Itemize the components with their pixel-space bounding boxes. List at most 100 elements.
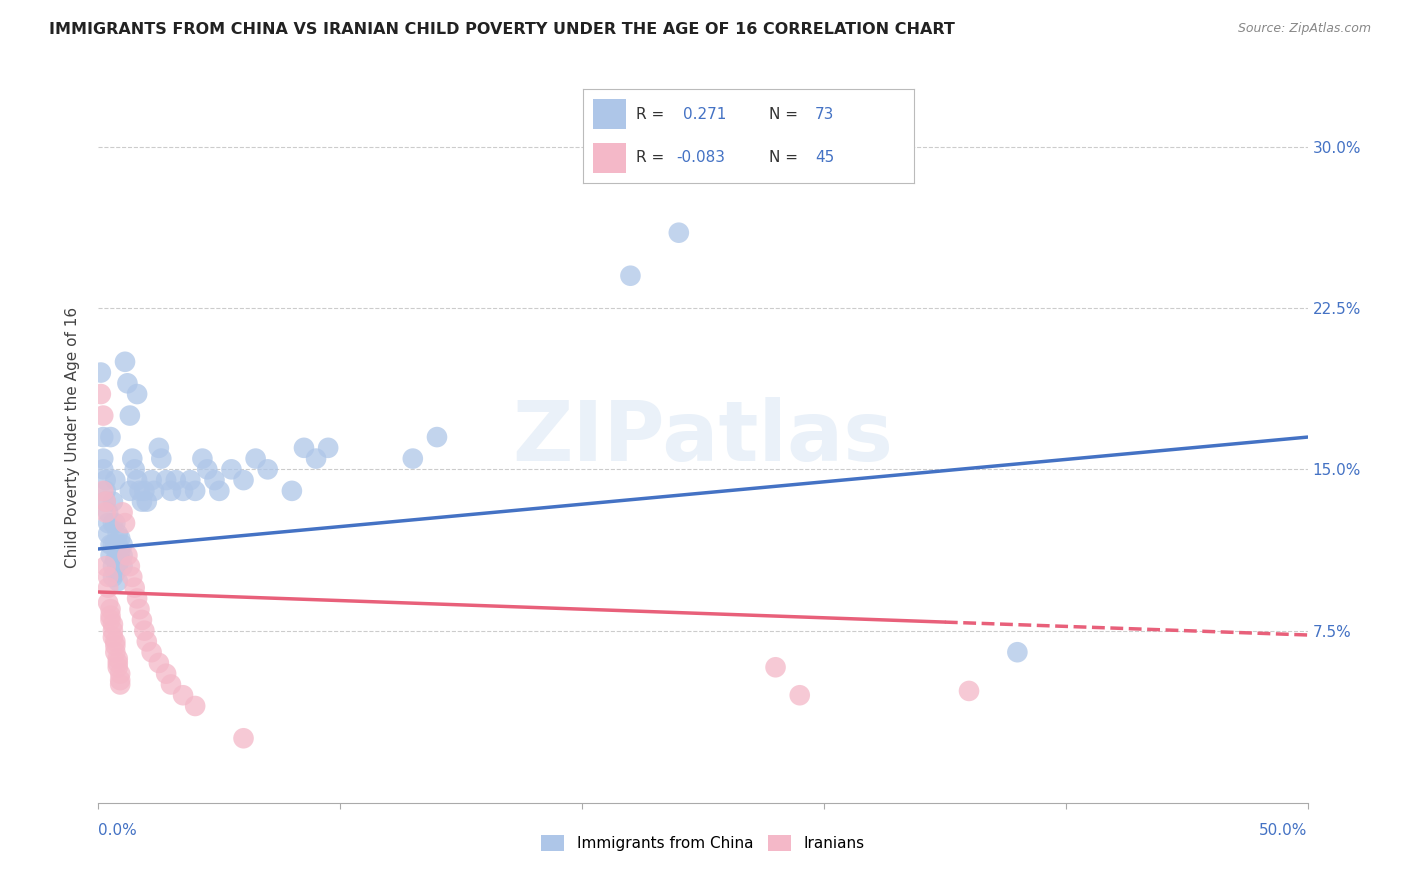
Text: 73: 73 [815,107,834,122]
Point [97,570,120,584]
Point [134,483,156,498]
Point [94,505,117,519]
Point [148,656,170,670]
Point [765,660,787,674]
Point [118,559,141,574]
Point [94,559,117,574]
Point [127,387,149,401]
Point [232,473,254,487]
Point [108,666,131,681]
Point [94,494,117,508]
Point [160,483,183,498]
Point [107,651,129,665]
Text: Source: ZipAtlas.com: Source: ZipAtlas.com [1237,22,1371,36]
Point [221,462,243,476]
Point [94,494,117,508]
Point [104,645,127,659]
Point [184,483,207,498]
Text: N =: N = [769,107,797,122]
Point [104,538,127,552]
Point [127,591,149,606]
Point [108,544,131,558]
Point [155,473,177,487]
Text: -0.083: -0.083 [676,150,725,165]
Point [100,549,122,563]
Point [148,441,170,455]
Point [150,451,173,466]
Point [191,451,214,466]
Point [104,566,127,580]
Point [208,483,231,498]
Point [111,559,134,574]
Point [619,268,641,283]
Point [107,527,129,541]
Point [1007,645,1029,659]
Point [131,613,153,627]
Point [134,624,156,638]
Point [107,549,129,563]
Point [91,462,114,476]
Text: 50.0%: 50.0% [1260,823,1308,838]
Point [100,613,122,627]
Point [104,516,127,530]
Point [94,483,117,498]
Point [141,645,163,659]
Point [135,634,157,648]
Point [101,516,124,530]
Text: 0.271: 0.271 [683,107,725,122]
Point [101,570,124,584]
Point [141,473,163,487]
Point [101,630,124,644]
Point [256,462,278,476]
Point [100,430,122,444]
Text: R =: R = [637,150,665,165]
Point [281,483,304,498]
Text: IMMIGRANTS FROM CHINA VS IRANIAN CHILD POVERTY UNDER THE AGE OF 16 CORRELATION C: IMMIGRANTS FROM CHINA VS IRANIAN CHILD P… [49,22,955,37]
Point [97,596,120,610]
Point [117,376,139,391]
Point [131,494,153,508]
Point [111,538,134,552]
Point [104,552,127,566]
Point [128,483,150,498]
Y-axis label: Child Poverty Under the Age of 16: Child Poverty Under the Age of 16 [65,307,80,567]
Point [143,483,166,498]
Point [305,451,328,466]
Point [101,624,124,638]
Point [107,538,129,552]
Point [97,581,120,595]
Point [104,634,127,648]
Point [107,660,129,674]
Point [91,483,114,498]
Point [195,462,218,476]
Point [101,617,124,632]
Point [91,451,114,466]
Point [108,552,131,566]
Point [101,494,124,508]
Text: N =: N = [769,150,797,165]
Point [108,531,131,545]
Text: 45: 45 [815,150,834,165]
Point [128,602,150,616]
Point [108,677,131,691]
Point [100,602,122,616]
Point [94,473,117,487]
Text: R =: R = [637,107,665,122]
Point [204,473,226,487]
Point [124,581,146,595]
Point [172,483,194,498]
Point [668,226,690,240]
Point [789,688,811,702]
Point [172,688,194,702]
Point [111,549,134,563]
Point [245,451,267,466]
Point [184,698,207,713]
Point [90,366,112,380]
Point [765,139,787,153]
Point [121,451,143,466]
Bar [593,98,627,129]
Point [114,355,136,369]
Point [127,473,149,487]
Point [402,451,425,466]
Point [104,639,127,653]
